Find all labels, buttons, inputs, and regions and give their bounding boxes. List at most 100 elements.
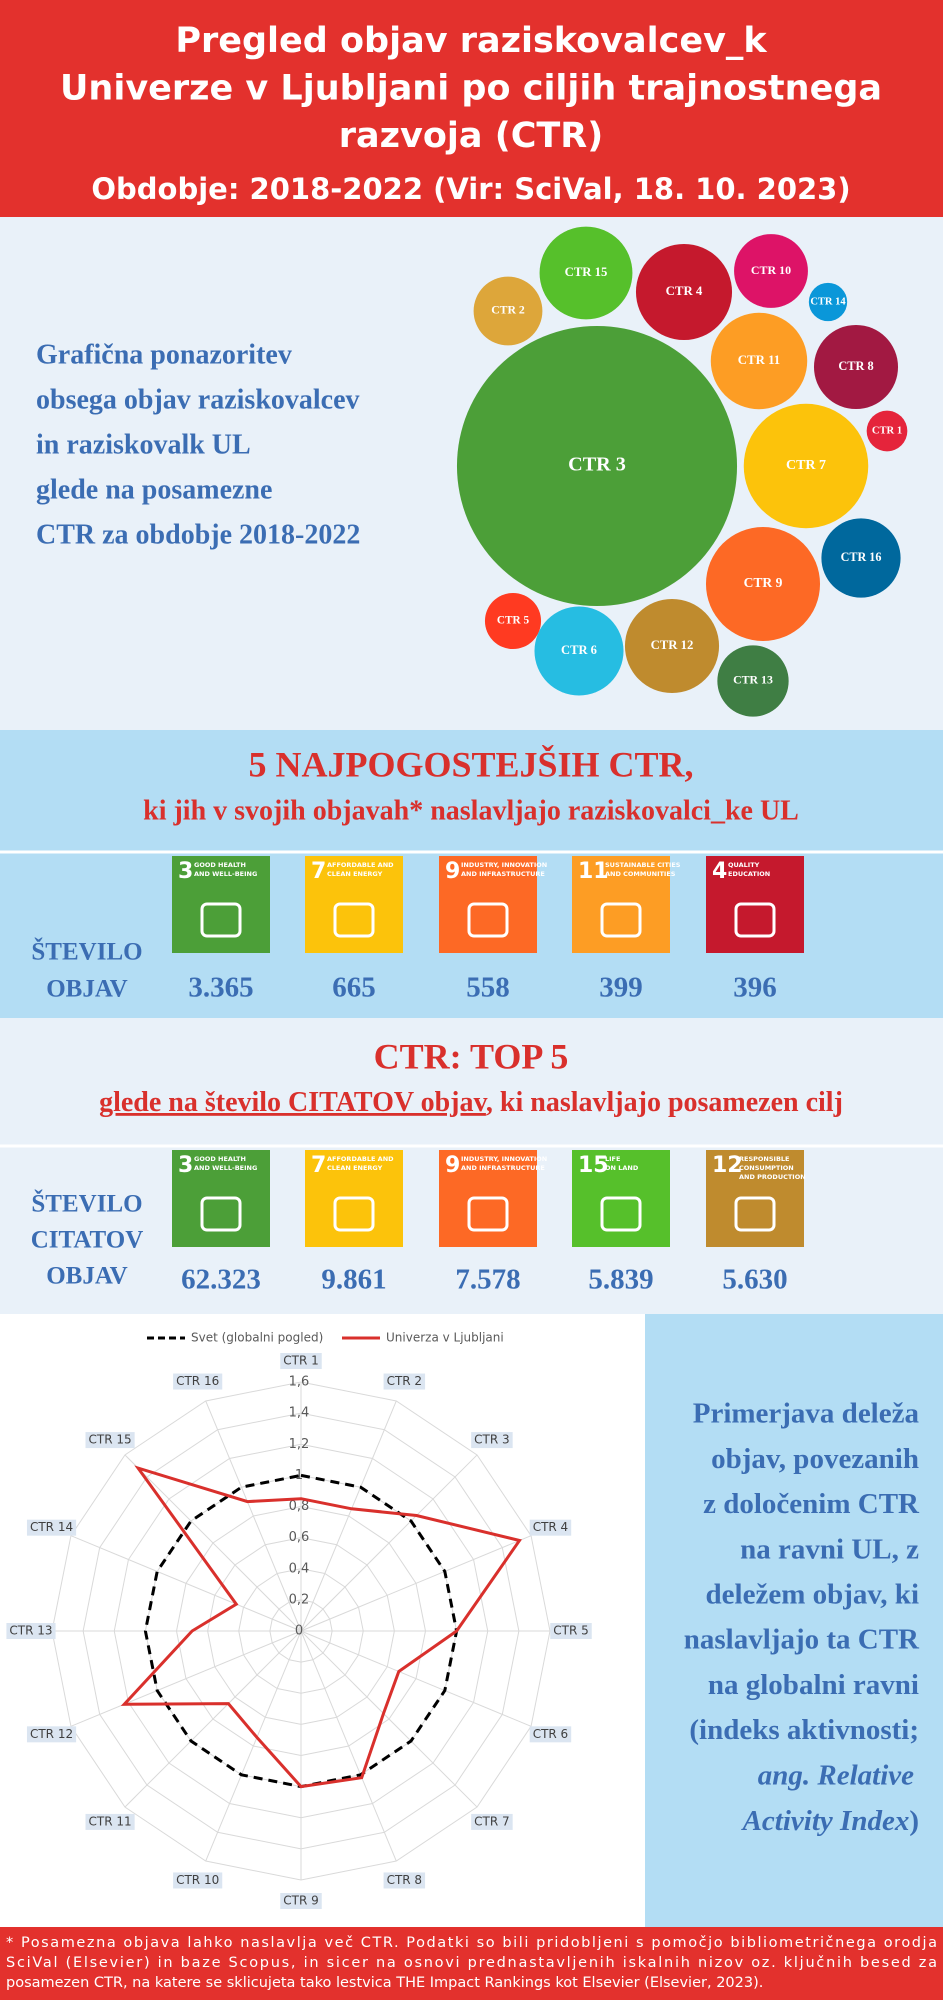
axis-label-bg xyxy=(26,1519,77,1536)
bubble-label: CTR 10 xyxy=(751,263,791,277)
heading: 5 NAJPOGOSTEJŠIH CTR, xyxy=(248,744,693,784)
axis-label-bg xyxy=(173,1872,223,1889)
sdg-pictogram xyxy=(200,1196,242,1232)
axis-label: CTR 9 xyxy=(280,1893,322,1909)
axis-label-text: CTR 11 xyxy=(89,1814,132,1828)
bubble xyxy=(473,276,543,346)
bubble-label: CTR 8 xyxy=(838,359,873,373)
sdg-pictogram xyxy=(734,1196,776,1232)
axis-label-text: CTR 14 xyxy=(30,1520,73,1534)
sdg-number: 15 xyxy=(578,1153,609,1178)
radar-line xyxy=(120,1465,522,1789)
axis-label: CTR 15 xyxy=(85,1432,135,1449)
axis-label-text: CTR 3 xyxy=(474,1433,510,1447)
count: 396 xyxy=(733,972,777,1004)
bubble-text-line: CTR za obdobje 2018-2022 xyxy=(36,519,360,550)
comparison-closing: ) xyxy=(909,1804,919,1836)
comparison-line: z določenim CTR xyxy=(703,1488,920,1520)
comparison-italic: ang. Relative xyxy=(758,1759,914,1791)
bubble-label: CTR 7 xyxy=(786,458,826,473)
count: 7.578 xyxy=(455,1264,520,1296)
grid-ring xyxy=(51,1381,551,1881)
sdg-name: ON LAND xyxy=(605,1164,639,1172)
bubble xyxy=(539,226,633,320)
axis-label-text: CTR 10 xyxy=(176,1873,219,1887)
comparison-bg xyxy=(645,1314,943,1927)
axis-label: CTR 14 xyxy=(26,1519,77,1536)
grid-ring xyxy=(269,1599,333,1663)
axis-label-text: CTR 9 xyxy=(283,1894,319,1908)
title-line: Univerze v Ljubljani po ciljih trajnostn… xyxy=(60,69,882,109)
subtitle: Obdobje: 2018-2022 (Vir: SciVal, 18. 10.… xyxy=(91,172,850,206)
r-tick-label: 1,4 xyxy=(289,1406,310,1421)
count: 3.365 xyxy=(188,972,253,1004)
axis-label-bg xyxy=(6,1623,56,1639)
axis-label-text: CTR 8 xyxy=(387,1873,423,1887)
bubble-label: CTR 4 xyxy=(666,284,703,298)
axis-label-bg xyxy=(383,1872,426,1889)
footnote-line: posamezen CTR, na katere se sklicujeta t… xyxy=(6,1975,763,1991)
axis-label: CTR 4 xyxy=(529,1519,572,1536)
row-label: OBJAV xyxy=(46,976,128,1003)
sdg-name: AND INFRASTRUCTURE xyxy=(461,870,545,878)
r-tick-label: 0,2 xyxy=(289,1592,310,1607)
sdg-name: AFFORDABLE AND xyxy=(327,1155,394,1163)
sdg-name: CONSUMPTION xyxy=(739,1164,794,1172)
sdg-name: AND WELL-BEING xyxy=(194,1164,257,1172)
bubble-text-line: glede na posamezne xyxy=(36,474,272,505)
r-tick-label: 1,6 xyxy=(289,1375,310,1390)
bubble-label: CTR 12 xyxy=(651,638,694,652)
sdg-name: AFFORDABLE AND xyxy=(327,861,394,869)
bubble-label: CTR 16 xyxy=(841,550,882,564)
r-tick-label: 0,6 xyxy=(289,1530,310,1545)
axis-label-bg xyxy=(471,1432,513,1449)
legend-label: Univerza v Ljubljani xyxy=(386,1331,504,1345)
row-label: ŠTEVILO xyxy=(31,1190,142,1218)
count: 5.839 xyxy=(588,1264,653,1296)
bubble xyxy=(808,282,848,322)
axis-label: CTR 1 xyxy=(280,1353,322,1369)
bubble-label: CTR 15 xyxy=(565,265,608,279)
count: 62.323 xyxy=(181,1264,261,1296)
sdg-number: 7 xyxy=(311,1153,326,1178)
axis-label-bg xyxy=(529,1519,572,1536)
axis-label-bg xyxy=(550,1623,592,1639)
sdg-number: 9 xyxy=(445,1153,460,1178)
r-tick-label: 1 xyxy=(295,1468,303,1483)
axis-label: CTR 8 xyxy=(383,1872,426,1889)
axis-label-bg xyxy=(85,1813,135,1830)
subheading-rest: , ki naslavljajo posamezen cilj xyxy=(486,1087,843,1118)
bubble-text-line: Grafična ponazoritev xyxy=(36,339,292,370)
axis-label-bg xyxy=(26,1726,77,1743)
bubble xyxy=(717,645,789,717)
axis-label-text: CTR 6 xyxy=(533,1727,569,1741)
sdg-name: LIFE xyxy=(605,1155,620,1163)
title-line: razvoja (CTR) xyxy=(339,116,603,156)
bubble xyxy=(734,234,808,308)
count: 399 xyxy=(599,972,643,1004)
sdg-name: AND INFRASTRUCTURE xyxy=(461,1164,545,1172)
comparison-line: ang. Relative xyxy=(758,1759,914,1791)
r-tick-label: 0,4 xyxy=(289,1561,310,1576)
sdg-pictogram xyxy=(333,902,375,938)
bubble-label: CTR 1 xyxy=(872,425,902,436)
bubble xyxy=(624,598,720,694)
grid-ring xyxy=(82,1412,520,1850)
sdg-number: 11 xyxy=(578,859,609,884)
sdg-name: QUALITY xyxy=(728,861,760,869)
sdg-number: 12 xyxy=(712,1153,743,1178)
bubble xyxy=(456,325,738,607)
bubble-text-line: obsega objav raziskovalcev xyxy=(36,384,360,415)
axis-label-text: CTR 1 xyxy=(283,1354,319,1368)
comparison-line: objav, povezanih xyxy=(711,1443,919,1475)
subheading-underlined: glede na število CITATOV objav xyxy=(99,1087,487,1118)
sdg-name: SUSTAINABLE CITIES xyxy=(605,861,681,869)
sdg-number: 7 xyxy=(311,859,326,884)
footnote-line: SciVal (Elsevier) in baze Scopus, in sic… xyxy=(6,1955,937,1971)
axis-label-text: CTR 13 xyxy=(9,1624,52,1638)
axis-label: CTR 10 xyxy=(173,1872,223,1889)
bubble-label: CTR 9 xyxy=(744,575,783,590)
bubble xyxy=(635,243,733,341)
bubble-label: CTR 2 xyxy=(491,304,525,317)
